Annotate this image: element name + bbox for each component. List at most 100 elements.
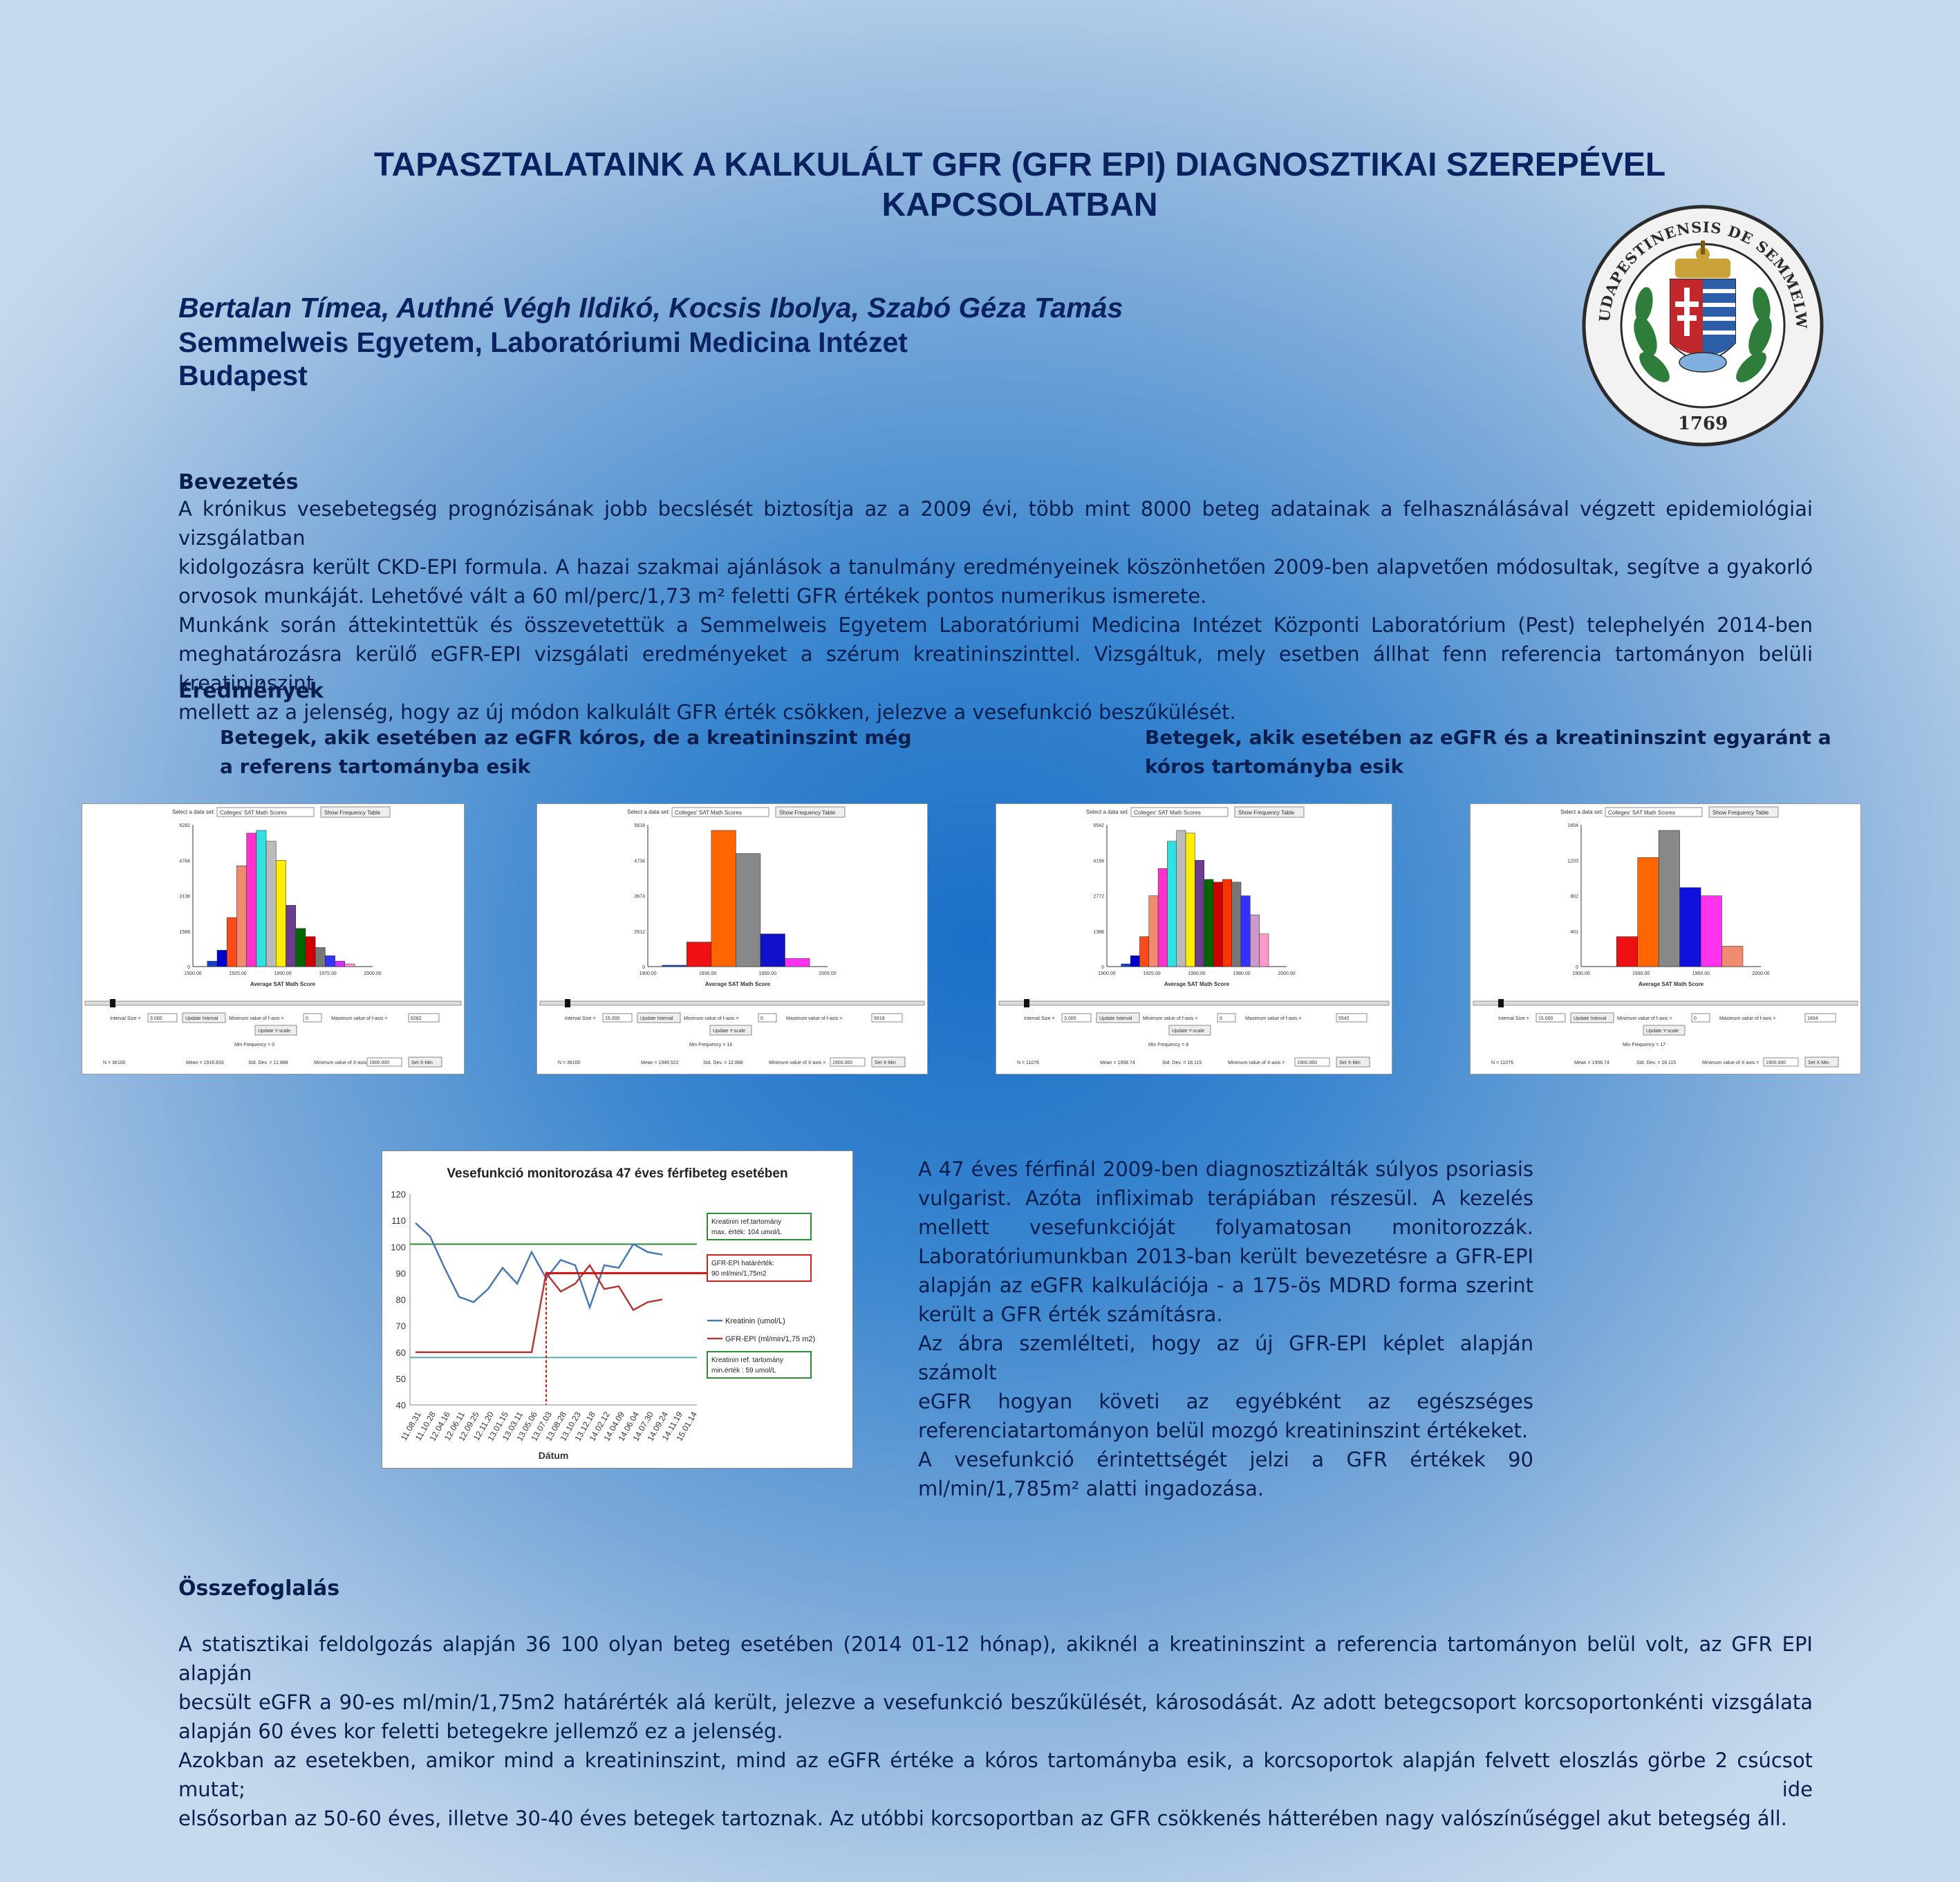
histogram-bar	[1240, 895, 1251, 967]
summary-heading: Összefoglalás	[178, 1576, 340, 1601]
frequency-table-label: Show Frequency Table	[324, 810, 381, 816]
histogram-bar	[1259, 933, 1269, 967]
x-tick-label: 1980.00	[1233, 971, 1250, 976]
y-tick-label: 4156	[1093, 859, 1104, 864]
mean-label: Mean = 1958.74	[1574, 1061, 1609, 1065]
text-line: A statisztikai feldolgozás alapján 36 10…	[178, 1632, 1813, 1685]
histogram-bar	[265, 841, 277, 967]
y-tick-label: 2512	[634, 930, 645, 935]
left-caption-line-1: Betegek, akik esetében az eGFR kóros, de…	[220, 726, 912, 749]
histogram-bar	[1679, 887, 1701, 967]
select-value: Colleges' SAT Math Scores	[1134, 810, 1201, 816]
histogram-x-label: Average SAT Math Score	[1639, 981, 1704, 987]
x-tick-label: 1950.00	[759, 971, 776, 976]
max-label: Maximum value of f-axis =	[1719, 1016, 1776, 1021]
text-line: referenciatartományon belül mozgó kreati…	[918, 1419, 1529, 1442]
histogram-bar	[1222, 879, 1232, 967]
y-tick-label: 4784	[179, 859, 190, 864]
set-xmin-button	[1804, 1056, 1839, 1068]
x-tick-label: 1900.00	[1098, 971, 1115, 976]
legend-label: Kreatinin (umol/L)	[725, 1317, 785, 1325]
text-line: Laboratóriumunkban 2013-ban került bevez…	[918, 1245, 1533, 1268]
annotation-text: max. érték: 104 umol/L	[711, 1229, 782, 1236]
interval-input	[1061, 1013, 1092, 1023]
update-y-label: Update Y-scale	[1172, 1029, 1204, 1034]
n-label: N = 36100	[558, 1061, 581, 1065]
chart-y-tick: 80	[396, 1295, 406, 1305]
update-interval-label: Update Interval	[1574, 1016, 1607, 1021]
mean-label: Mean = 1946.522	[641, 1061, 679, 1065]
xmin-label: Minimum value of X-axis =	[1702, 1061, 1759, 1065]
update-interval-label: Update Interval	[1099, 1016, 1132, 1021]
histogram-panel-2: Select a data set: Colleges' SAT Math Sco…	[536, 803, 928, 1074]
monitoring-chart: Vesefunkció monitorozása 47 éves férfibe…	[382, 1150, 853, 1469]
histogram-bar	[662, 965, 687, 967]
select-label: Select a data set:	[1086, 809, 1129, 815]
max-value: 5618	[874, 1016, 885, 1021]
text-line: elsősorban az 50-60 éves, illetve 30-40 …	[178, 1807, 1787, 1830]
scrollbar-track	[539, 1000, 925, 1006]
x-tick-label: 1930.00	[1632, 971, 1650, 976]
right-caption-line-1: Betegek, akik esetében az eGFR és a krea…	[1145, 726, 1831, 749]
intro-heading: Bevezetés	[178, 470, 299, 494]
annotation-text: 90 ml/min/1,75m2	[711, 1270, 767, 1278]
update-interval-button	[1570, 1012, 1614, 1023]
histogram-bar	[687, 942, 712, 967]
right-caption: Betegek, akik esetében az eGFR és a krea…	[1145, 723, 1831, 781]
max-label: Maximum value of f-axis =	[786, 1016, 843, 1021]
frequency-table-button	[1708, 806, 1779, 818]
min-label: Minimum value of f-axis =	[1143, 1016, 1198, 1021]
select-label: Select a data set:	[627, 809, 670, 815]
update-interval-button	[1096, 1012, 1140, 1023]
histogram-bar	[325, 955, 335, 967]
city: Budapest	[178, 360, 308, 391]
text-line: orvosok munkáját. Lehetővé vált a 60 ml/…	[178, 584, 1207, 608]
update-y-button	[1643, 1025, 1686, 1036]
histogram-bar	[1616, 936, 1638, 967]
xmin-input	[1763, 1057, 1799, 1067]
chart-y-tick: 120	[391, 1189, 406, 1200]
monitoring-chart-svg: Vesefunkció monitorozása 47 éves férfibe…	[391, 1166, 815, 1461]
freq-label: Min Frequency = 14	[689, 1043, 732, 1047]
histogram-bar	[256, 830, 267, 967]
update-interval-button	[637, 1012, 681, 1023]
histogram-bar	[1204, 879, 1214, 967]
annotation-text: GFR-EPI határérték:	[711, 1260, 774, 1267]
histogram-bar	[216, 950, 227, 967]
x-tick-label: 2000.00	[364, 971, 381, 976]
max-value: 6282	[411, 1016, 422, 1021]
seal-year: 1769	[1678, 413, 1728, 434]
select-value: Colleges' SAT Math Scores	[220, 810, 287, 816]
text-line: mellett vesefunkcióját folyamatosan moni…	[918, 1215, 1533, 1239]
histogram-bar	[1185, 832, 1195, 967]
n-label: N = 11076	[1017, 1061, 1039, 1065]
annotation-box	[707, 1351, 812, 1379]
histogram-bar	[1658, 830, 1680, 967]
y-tick-label: 1203	[1567, 859, 1578, 864]
y-tick-label: 4734	[634, 859, 645, 864]
histogram-bar	[736, 853, 761, 967]
chart-y-tick: 110	[391, 1215, 406, 1226]
min-value: 0	[760, 1016, 763, 1021]
histogram-panel-4: Select a data set: Colleges' SAT Math Sco…	[1470, 803, 1861, 1074]
update-interval-button	[182, 1012, 226, 1023]
histogram-bar	[760, 933, 785, 967]
min-value: 0	[1694, 1016, 1697, 1021]
chart-y-tick: 100	[391, 1242, 406, 1252]
x-tick-label: 1975.00	[319, 971, 336, 976]
histogram-bar	[295, 928, 306, 967]
y-tick-label: 3674	[634, 895, 645, 900]
y-tick-label: 0	[642, 965, 645, 970]
affiliation: Semmelweis Egyetem, Laboratóriumi Medici…	[178, 326, 908, 358]
interval-input	[1536, 1013, 1566, 1023]
histogram-bar	[344, 963, 355, 967]
histogram-bar	[1176, 830, 1186, 967]
interval-value: 3.000	[150, 1016, 162, 1021]
set-xmin-label: Set X-Min	[875, 1061, 896, 1065]
max-input	[871, 1013, 903, 1023]
histogram-bar	[276, 860, 286, 967]
left-caption-line-2: a referens tartományba esik	[220, 755, 531, 778]
histogram-bar	[226, 917, 237, 967]
scrollbar-thumb	[565, 999, 570, 1007]
histogram-bar	[1121, 963, 1131, 967]
